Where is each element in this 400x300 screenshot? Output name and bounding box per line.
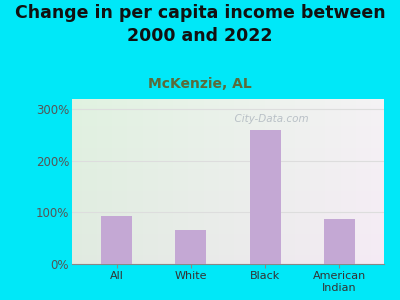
- Text: Change in per capita income between
2000 and 2022: Change in per capita income between 2000…: [15, 4, 385, 45]
- Bar: [175, 230, 206, 264]
- Text: McKenzie, AL: McKenzie, AL: [148, 76, 252, 91]
- Bar: [324, 219, 355, 264]
- Text: City-Data.com: City-Data.com: [228, 114, 309, 124]
- Bar: [250, 130, 281, 264]
- Bar: [101, 216, 132, 264]
